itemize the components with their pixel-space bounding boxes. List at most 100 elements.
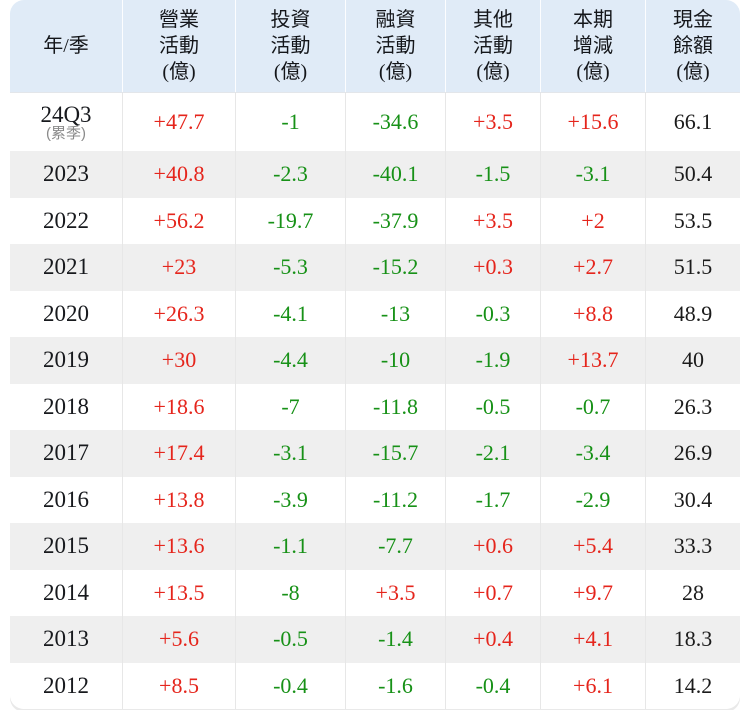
period-label: 2018	[43, 393, 89, 419]
value-cell: +0.6	[445, 523, 540, 570]
period-label: 2017	[43, 440, 89, 466]
table-row: 2020 +26.3 -4.1 -13 -0.3 +8.8 48.9	[10, 290, 740, 338]
value-cell: +9.7	[540, 569, 645, 616]
value-cell: +15.6	[540, 93, 645, 151]
table-row: 2015 +13.6 -1.1 -7.7 +0.6 +5.4 33.3	[10, 523, 740, 570]
value-cell: 26.3	[645, 383, 740, 430]
period-label: 2013	[43, 626, 89, 652]
table-row: 24Q3 (累季) +47.7 -1 -34.6 +3.5 +15.6 66.1	[10, 93, 740, 151]
table-row: 2014 +13.5 -8 +3.5 +0.7 +9.7 28	[10, 569, 740, 616]
period-label: 2021	[43, 254, 89, 280]
value-cell: -0.4	[445, 662, 540, 709]
period-cell: 2013	[10, 616, 122, 663]
period-note: (累季)	[46, 124, 86, 142]
table-body: 24Q3 (累季) +47.7 -1 -34.6 +3.5 +15.6 66.1 2023 +40…	[10, 93, 740, 709]
table-row: 2021 +23 -5.3 -15.2 +0.3 +2.7 51.5	[10, 244, 740, 291]
value-cell: +3.5	[445, 93, 540, 151]
period-cell: 2022	[10, 198, 122, 245]
table-row: 2022 +56.2 -19.7 -37.9 +3.5 +2 53.5	[10, 197, 740, 245]
value-cell: -8	[235, 569, 345, 616]
value-cell: +0.3	[445, 244, 540, 291]
value-cell: -4.1	[235, 290, 345, 337]
column-header: 年/季	[43, 35, 89, 57]
period-cell: 2018	[10, 384, 122, 431]
value-cell: +13.6	[122, 523, 235, 570]
period-cell: 2012	[10, 663, 122, 710]
period-label: 2020	[43, 300, 89, 326]
value-cell: 30.4	[645, 476, 740, 523]
period-cell: 2016	[10, 477, 122, 524]
period-label: 2022	[43, 207, 89, 233]
value-cell: 53.5	[645, 197, 740, 244]
value-cell: -0.5	[445, 383, 540, 430]
value-cell: 33.3	[645, 523, 740, 570]
value-cell: +17.4	[122, 430, 235, 477]
value-cell: -11.2	[345, 476, 445, 523]
value-cell: 18.3	[645, 616, 740, 663]
value-cell: +13.5	[122, 569, 235, 616]
value-cell: +18.6	[122, 383, 235, 430]
value-cell: +5.4	[540, 523, 645, 570]
value-cell: +3.5	[345, 569, 445, 616]
period-cell: 2023	[10, 151, 122, 198]
value-cell: -19.7	[235, 197, 345, 244]
cashflow-table: 年/季 營業 活動 (億) 投資 活動 (億) 融資 活動 (億) 其他 活動 (億) 本…	[10, 0, 740, 709]
table-row: 2023 +40.8 -2.3 -40.1 -1.5 -3.1 50.4	[10, 151, 740, 198]
period-label: 2019	[43, 347, 89, 373]
value-cell: -40.1	[345, 151, 445, 198]
table-row: 2017 +17.4 -3.1 -15.7 -2.1 -3.4 26.9	[10, 430, 740, 477]
period-label: 2012	[43, 672, 89, 698]
value-cell: -1.9	[445, 337, 540, 384]
value-cell: 40	[645, 337, 740, 384]
value-cell: -2.9	[540, 476, 645, 523]
value-cell: -3.1	[540, 151, 645, 198]
table-row: 2016 +13.8 -3.9 -11.2 -1.7 -2.9 30.4	[10, 476, 740, 524]
value-cell: -1.6	[345, 662, 445, 709]
value-cell: +6.1	[540, 662, 645, 709]
period-cell: 2019	[10, 337, 122, 384]
value-cell: 51.5	[645, 244, 740, 291]
value-cell: -5.3	[235, 244, 345, 291]
table-header-row: 年/季 營業 活動 (億) 投資 活動 (億) 融資 活動 (億) 其他 活動 (億) 本…	[10, 0, 740, 93]
value-cell: +4.1	[540, 616, 645, 663]
value-cell: +2.7	[540, 244, 645, 291]
value-cell: +23	[122, 244, 235, 291]
value-cell: +3.5	[445, 197, 540, 244]
value-cell: -0.3	[445, 290, 540, 337]
value-cell: 66.1	[645, 93, 740, 151]
table-row: 2012 +8.5 -0.4 -1.6 -0.4 +6.1 14.2	[10, 662, 740, 710]
column-header: 投資 活動 (億)	[235, 0, 345, 92]
value-cell: -7.7	[345, 523, 445, 570]
value-cell: -37.9	[345, 197, 445, 244]
period-label: 2016	[43, 486, 89, 512]
period-label: 2023	[43, 161, 89, 187]
column-header: 現金 餘額 (億)	[645, 0, 740, 92]
table-row: 2013 +5.6 -0.5 -1.4 +0.4 +4.1 18.3	[10, 616, 740, 663]
value-cell: +30	[122, 337, 235, 384]
period-label: 2015	[43, 533, 89, 559]
value-cell: +56.2	[122, 197, 235, 244]
value-cell: -15.7	[345, 430, 445, 477]
value-cell: 14.2	[645, 662, 740, 709]
value-cell: -3.9	[235, 476, 345, 523]
value-cell: -13	[345, 290, 445, 337]
column-header: 本期 增減 (億)	[540, 0, 645, 92]
period-cell: 2015	[10, 523, 122, 570]
value-cell: +5.6	[122, 616, 235, 663]
period-cell: 2020	[10, 291, 122, 338]
period-cell: 24Q3 (累季)	[10, 93, 122, 151]
value-cell: -1.1	[235, 523, 345, 570]
column-header: 融資 活動 (億)	[345, 0, 445, 92]
value-cell: +13.8	[122, 476, 235, 523]
value-cell: +26.3	[122, 290, 235, 337]
value-cell: -1.4	[345, 616, 445, 663]
value-cell: -34.6	[345, 93, 445, 151]
table-row: 2019 +30 -4.4 -10 -1.9 +13.7 40	[10, 337, 740, 384]
value-cell: +8.8	[540, 290, 645, 337]
period-cell: 2017	[10, 430, 122, 477]
value-cell: -2.3	[235, 151, 345, 198]
column-header: 營業 活動 (億)	[122, 0, 235, 92]
value-cell: 50.4	[645, 151, 740, 198]
value-cell: -4.4	[235, 337, 345, 384]
